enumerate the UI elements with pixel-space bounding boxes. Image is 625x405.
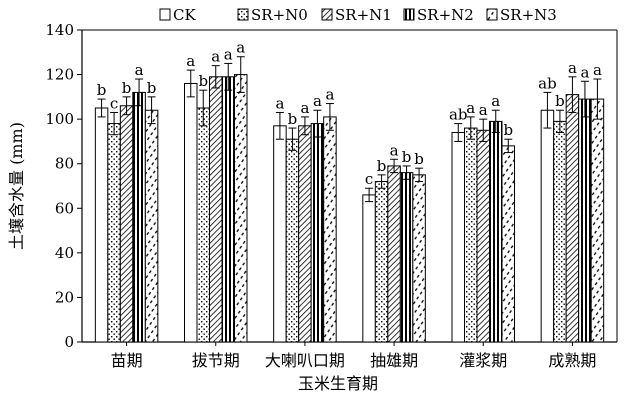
- y-tick-label: 120: [45, 66, 74, 84]
- significance-label: b: [503, 121, 513, 139]
- x-tick-label: 灌浆期: [459, 351, 507, 370]
- significance-label: ab: [538, 74, 557, 92]
- legend-label: SR+N3: [500, 6, 557, 24]
- significance-label: a: [568, 59, 577, 77]
- x-ticks: 苗期 拔节期 大喇叭口期 抽雄期 灌浆期 成熟期: [111, 342, 596, 370]
- bar: [476, 129, 490, 343]
- bar: [553, 120, 567, 343]
- significance-label: a: [135, 61, 144, 79]
- legend-label: CK: [173, 6, 196, 24]
- significance-label: b: [555, 92, 565, 110]
- bar: [489, 120, 503, 343]
- bar: [387, 165, 401, 343]
- significance-label: b: [377, 157, 387, 175]
- x-tick-label: 大喇叭口期: [265, 351, 345, 370]
- significance-label: a: [211, 48, 220, 66]
- y-tick-label: 60: [55, 199, 74, 217]
- legend-label: SR+N2: [417, 6, 474, 24]
- bar: [107, 123, 121, 343]
- axes: [81, 29, 618, 343]
- significance-label: a: [580, 63, 589, 81]
- significance-label: a: [325, 86, 334, 104]
- bar: [578, 98, 592, 343]
- bar: [144, 109, 159, 343]
- significance-label: c: [110, 94, 118, 112]
- bar: [94, 107, 109, 343]
- bar: [451, 132, 465, 343]
- y-tick-label: 0: [64, 333, 74, 351]
- significance-label: a: [186, 52, 195, 70]
- significance-label: a: [313, 92, 322, 110]
- bar: [590, 98, 605, 343]
- significance-label: ab: [449, 106, 468, 124]
- bar: [412, 174, 426, 343]
- significance-label: c: [365, 170, 373, 188]
- bar: [501, 145, 515, 343]
- significance-label: b: [402, 148, 412, 166]
- y-ticks: 0 20 40 60 80 100 120 140: [45, 21, 82, 351]
- bar: [362, 194, 376, 343]
- significance-label: a: [491, 92, 500, 110]
- bar: [310, 123, 325, 343]
- legend-swatch: [237, 8, 249, 21]
- bar: [119, 105, 134, 343]
- bar: [285, 138, 300, 343]
- bar: [464, 127, 478, 343]
- x-tick-label: 拔节期: [192, 351, 240, 370]
- significance-label: b: [97, 81, 107, 99]
- legend: CK SR+N0 SR+N1 SR+N2 SR+N3: [159, 6, 557, 24]
- significance-label: b: [147, 79, 157, 97]
- y-tick-label: 100: [45, 110, 74, 128]
- bar: [298, 125, 312, 343]
- significance-label: a: [390, 141, 399, 159]
- significance-label: a: [236, 39, 245, 57]
- legend-swatch: [403, 8, 415, 21]
- significance-label: a: [224, 45, 233, 63]
- bar: [399, 172, 414, 343]
- significance-label: a: [300, 99, 309, 117]
- y-tick-label: 140: [45, 21, 74, 39]
- bar: [184, 82, 198, 343]
- bar: [132, 91, 146, 343]
- bar: [323, 116, 337, 343]
- legend-swatch: [486, 8, 498, 21]
- significance-label: a: [593, 61, 602, 79]
- significance-label: b: [414, 150, 424, 168]
- y-tick-label: 80: [55, 155, 74, 173]
- legend-swatch: [321, 8, 333, 21]
- y-tick-label: 20: [55, 288, 74, 306]
- bar: [234, 74, 248, 343]
- bar: [209, 76, 223, 343]
- significance-label: b: [122, 79, 132, 97]
- bar: [196, 107, 210, 343]
- significance-label: a: [275, 94, 284, 112]
- x-tick-label: 抽雄期: [370, 351, 418, 370]
- y-axis-title: 土壤含水量 (mm): [7, 122, 26, 250]
- significance-label: a: [479, 101, 488, 119]
- bar: [273, 125, 287, 343]
- bar: [540, 109, 555, 343]
- significance-label: b: [288, 110, 298, 128]
- legend-label: SR+N1: [335, 6, 392, 24]
- significance-label: b: [198, 72, 208, 90]
- x-tick-label: 成熟期: [548, 351, 596, 370]
- x-axis-title: 玉米生育期: [298, 374, 378, 393]
- y-tick-label: 40: [55, 244, 74, 262]
- legend-label: SR+N0: [251, 6, 308, 24]
- x-tick-label: 苗期: [111, 351, 143, 370]
- significance-label: a: [466, 99, 475, 117]
- bar: [565, 94, 580, 343]
- legend-swatch: [159, 8, 171, 21]
- bar: [221, 76, 235, 343]
- bar: [374, 181, 389, 343]
